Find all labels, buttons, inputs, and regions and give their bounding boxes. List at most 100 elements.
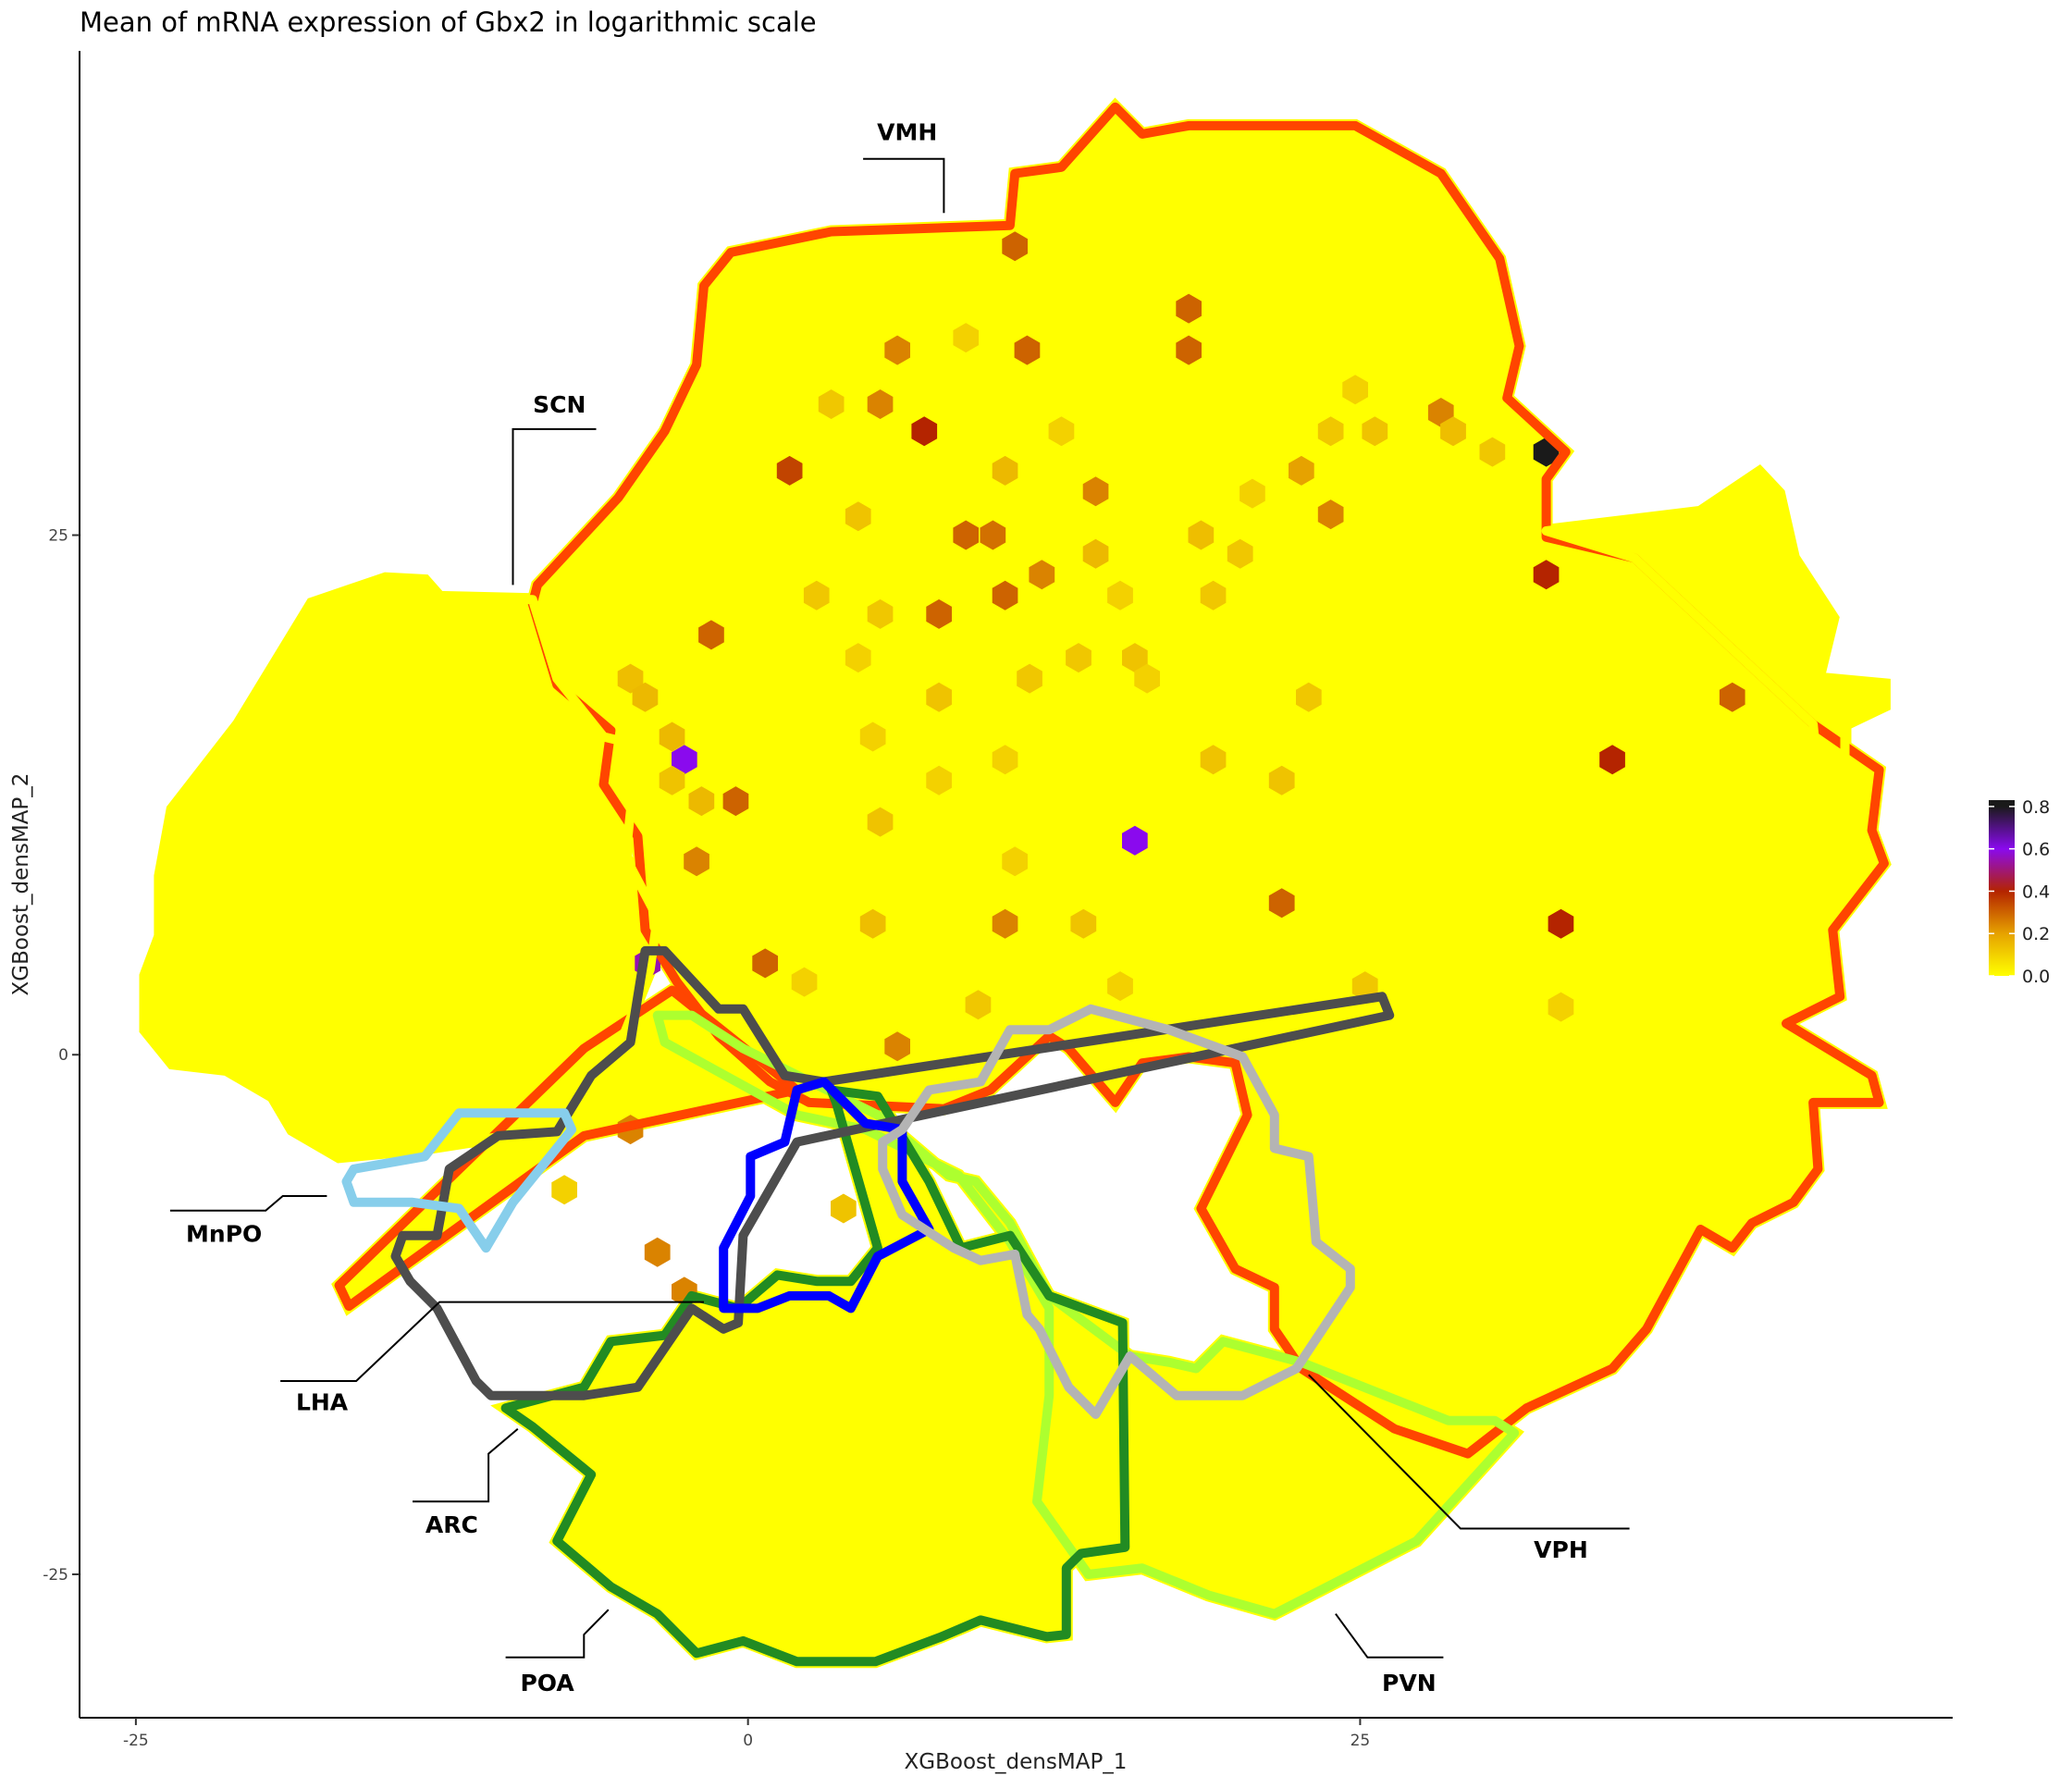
hex-cell: [818, 389, 845, 419]
x-tick-label: 0: [743, 1732, 753, 1750]
axes: -25 0 25 -25 0 25: [43, 51, 1953, 1750]
hex-cell: [1719, 682, 1745, 712]
color-legend: 0.0 0.2 0.4 0.6 0.8: [1989, 797, 2050, 987]
hex-cell: [926, 682, 952, 712]
region-label-lha: LHA: [296, 1388, 349, 1415]
region-fills: [139, 97, 1892, 1669]
hex-cell: [1014, 335, 1041, 365]
hex-cell: [1176, 293, 1202, 324]
hex-cell: [867, 389, 894, 419]
hex-cell: [859, 908, 886, 939]
hex-cell: [1029, 560, 1055, 590]
hex-cell: [1296, 682, 1322, 712]
hex-cell: [1342, 375, 1368, 405]
contour-poa: [719, 1077, 934, 1314]
hex-cell: [1134, 663, 1160, 694]
leader-line-vph: [1308, 1374, 1630, 1530]
hex-cell: [1268, 765, 1295, 796]
hex-cell: [1107, 971, 1133, 1002]
hex-cell: [1479, 437, 1506, 467]
contour-lha: [390, 945, 1395, 1400]
hex-cell: [1048, 416, 1075, 447]
hex-cell: [1122, 825, 1148, 856]
hex-cell: [1268, 888, 1295, 919]
hex-cell: [776, 455, 803, 486]
hex-cell: [992, 580, 1018, 610]
hex-cell: [722, 786, 749, 817]
hex-cell: [867, 598, 894, 629]
hex-cell: [688, 786, 715, 817]
colorbar-tick-label: 0.8: [2022, 797, 2050, 818]
hex-cell: [980, 520, 1006, 550]
hex-cell: [672, 745, 697, 775]
hex-cell: [803, 580, 830, 610]
hex-cell: [659, 722, 685, 752]
region-label-pvn: PVN: [1382, 1670, 1437, 1696]
hex-cell: [1240, 478, 1265, 509]
hex-cell: [1317, 416, 1344, 447]
colorbar-tick-label: 0.4: [2022, 882, 2050, 902]
hex-cell: [1017, 663, 1042, 694]
hex-cell: [551, 1175, 577, 1205]
region-label-mnpo: MnPO: [186, 1220, 262, 1247]
region-label-poa: POA: [520, 1670, 574, 1696]
y-tick-label: -25: [43, 1566, 68, 1585]
hex-cell: [1002, 846, 1028, 877]
hex-cell: [884, 335, 910, 365]
hex-cell: [992, 745, 1018, 775]
hex-cell: [884, 1031, 910, 1062]
x-tick-label: 25: [1350, 1732, 1371, 1750]
region-annotations: VMH SCN MnPO LHA ARC POA PVN VPH: [169, 119, 1630, 1696]
hex-cell: [1533, 560, 1560, 590]
hex-cell: [1070, 908, 1097, 939]
hex-cell: [845, 501, 871, 532]
leader-line-mnpo: [169, 1195, 327, 1212]
hex-cell: [1362, 416, 1388, 447]
hex-cell: [1599, 745, 1625, 775]
hex-cell: [791, 967, 818, 997]
hex-cell: [1200, 580, 1227, 610]
hex-cell: [644, 1237, 671, 1267]
leader-line-poa: [505, 1609, 610, 1659]
leader-line-scn: [512, 427, 597, 586]
hex-cell: [1548, 908, 1574, 939]
leader-line-arc: [413, 1427, 519, 1503]
contour-pvn: [652, 1010, 1520, 1619]
contour-vph: [878, 1004, 1355, 1419]
region-label-vph: VPH: [1534, 1536, 1588, 1563]
colorbar-tick-label: 0.0: [2022, 967, 2050, 987]
hex-cell: [698, 620, 724, 650]
colorbar: [1989, 800, 2015, 976]
hex-cell: [953, 520, 980, 550]
hex-cell: [992, 455, 1018, 486]
region-label-vmh: VMH: [877, 119, 937, 146]
hex-cell: [1176, 335, 1202, 365]
colorbar-tick-label: 0.2: [2022, 924, 2050, 944]
hex-cell: [1066, 643, 1092, 673]
x-tick-label: -25: [123, 1732, 149, 1750]
hex-cell: [1548, 992, 1574, 1022]
hex-cell: [926, 598, 952, 629]
hex-cell: [1188, 520, 1215, 550]
chart-title: Mean of mRNA expression of Gbx2 in logar…: [80, 6, 817, 38]
contour-mnpo: [341, 1108, 577, 1253]
region-contours: [141, 102, 1889, 1667]
hex-cell: [1440, 416, 1466, 447]
hex-cell: [992, 908, 1018, 939]
hex-cell: [1200, 745, 1227, 775]
leader-line-lha: [280, 1301, 704, 1382]
hex-cells: [551, 231, 1745, 1307]
hex-cell: [845, 643, 871, 673]
y-tick-label: 0: [58, 1046, 68, 1065]
hex-cell: [926, 765, 952, 796]
contour-arc: [500, 1085, 1130, 1667]
hex-cell: [1082, 538, 1109, 569]
hex-cell: [684, 846, 709, 877]
hex-cell: [617, 663, 644, 694]
hex-cell: [1002, 231, 1028, 262]
hex-cell: [1227, 538, 1253, 569]
hex-cell: [659, 765, 685, 796]
hex-cell: [831, 1193, 857, 1224]
region-label-arc: ARC: [426, 1511, 478, 1538]
